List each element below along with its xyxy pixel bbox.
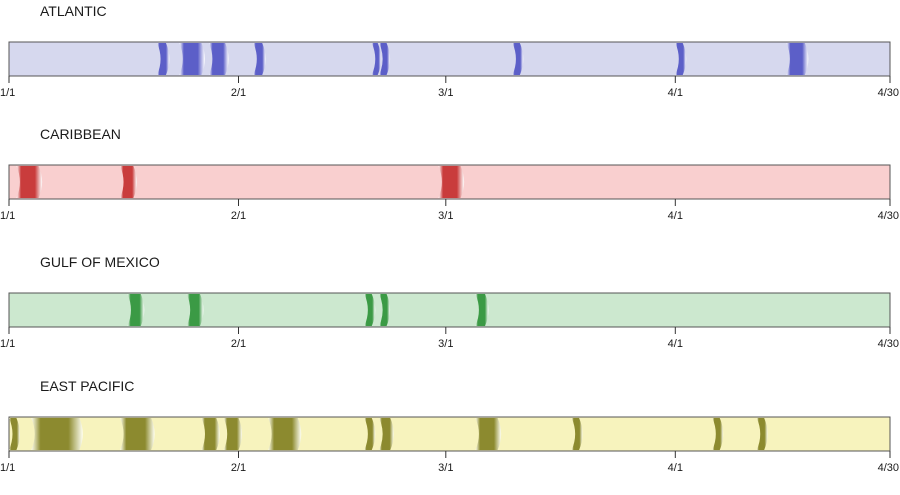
tick-label: 4/30 (878, 87, 899, 99)
tick-label: 4/1 (668, 87, 683, 99)
panel-title: EAST PACIFIC (40, 378, 134, 394)
tick-label: 4/1 (668, 338, 683, 350)
tick-label: 1/1 (0, 462, 15, 474)
event-mark (31, 418, 83, 450)
event-mark (512, 43, 524, 75)
tick-label: 1/1 (0, 87, 15, 99)
event-mark (675, 43, 687, 75)
timeline-bar (8, 292, 891, 328)
event-mark (186, 294, 204, 326)
event-mark (179, 43, 205, 75)
tick-label: 2/1 (231, 87, 246, 99)
event-mark (371, 43, 382, 75)
panel-title: CARIBBEAN (40, 126, 121, 142)
tick-label: 4/30 (878, 338, 899, 350)
tick-label: 2/1 (231, 210, 246, 222)
tick-label: 1/1 (0, 338, 15, 350)
event-mark (253, 43, 266, 75)
event-mark (756, 418, 768, 450)
event-mark (364, 418, 376, 450)
event-mark (16, 166, 43, 198)
timeline-bar (8, 41, 891, 77)
event-mark (223, 418, 243, 450)
timeline-bar (8, 416, 891, 452)
event-mark (208, 43, 229, 75)
event-mark (9, 418, 20, 450)
panel-title: GULF OF MEXICO (40, 254, 160, 270)
event-mark (712, 418, 724, 450)
event-mark (786, 43, 809, 75)
event-mark (157, 43, 170, 75)
tick-label: 4/1 (668, 462, 683, 474)
tick-label: 2/1 (231, 338, 246, 350)
event-mark (438, 166, 465, 198)
event-mark (127, 294, 145, 326)
event-mark (201, 418, 220, 450)
tick-label: 3/1 (438, 338, 453, 350)
event-mark (120, 166, 137, 198)
tick-label: 2/1 (231, 462, 246, 474)
event-mark (379, 43, 391, 75)
panel-title: ATLANTIC (40, 3, 107, 19)
tick-label: 1/1 (0, 210, 15, 222)
event-mark (379, 418, 394, 450)
event-mark (268, 418, 302, 450)
tick-label: 4/1 (668, 210, 683, 222)
tick-label: 3/1 (438, 87, 453, 99)
event-mark (379, 294, 391, 326)
event-mark (120, 418, 155, 450)
tick-label: 4/30 (878, 462, 899, 474)
tick-label: 4/30 (878, 210, 899, 222)
tick-label: 3/1 (438, 210, 453, 222)
event-mark (475, 418, 502, 450)
tick-label: 3/1 (438, 462, 453, 474)
event-mark (475, 294, 489, 326)
event-mark (364, 294, 376, 326)
event-mark (571, 418, 583, 450)
